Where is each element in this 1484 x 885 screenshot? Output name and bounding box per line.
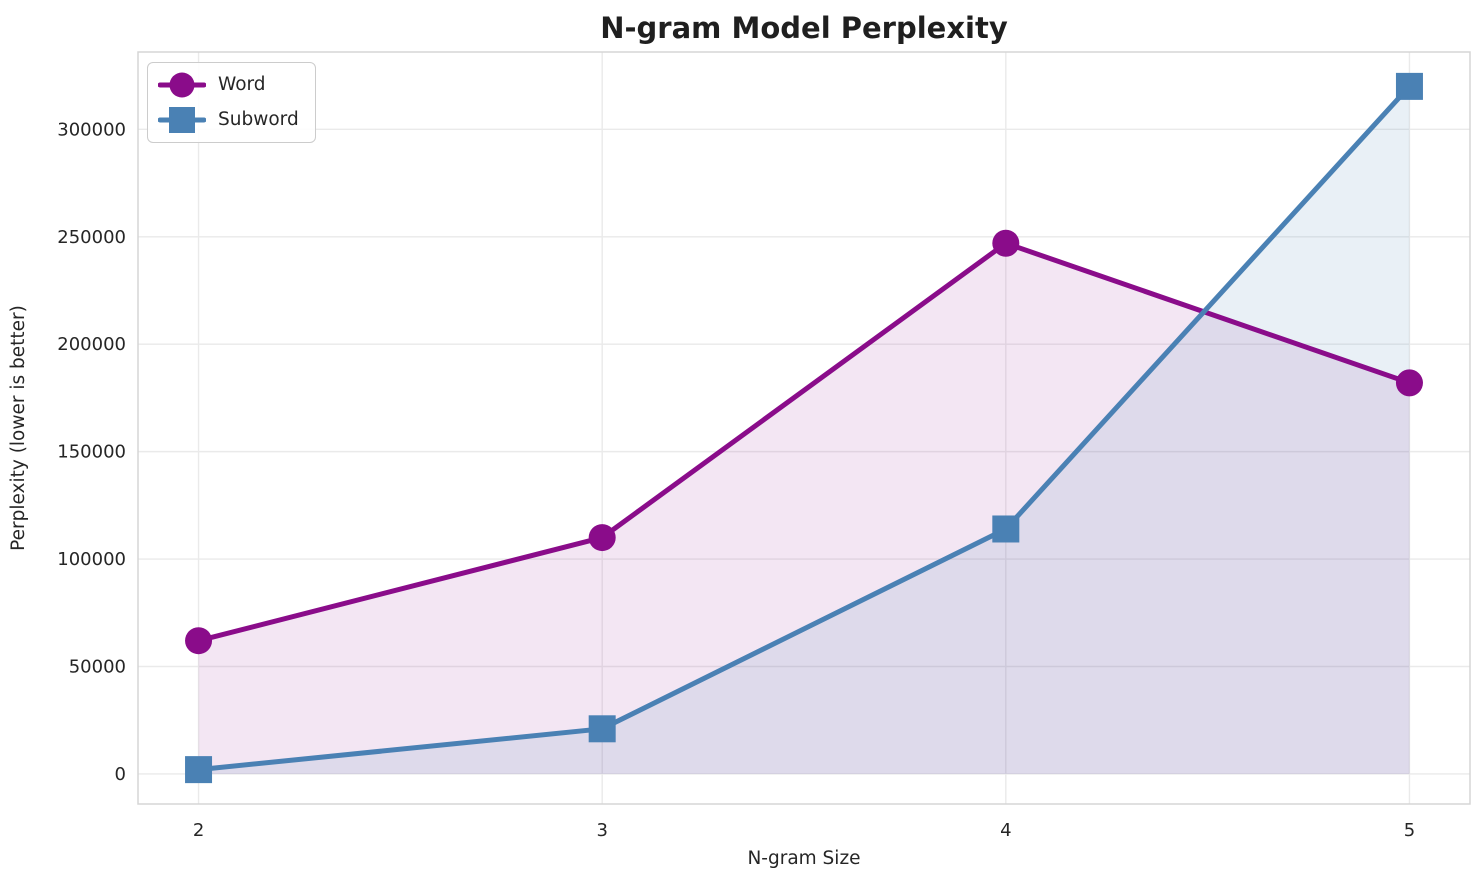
word-legend-marker bbox=[169, 72, 195, 98]
legend-item-word: Word bbox=[158, 71, 299, 99]
subword-point-2 bbox=[185, 756, 213, 784]
legend-label-word: Word bbox=[218, 74, 266, 95]
chart-title: N-gram Model Perplexity bbox=[600, 11, 1008, 45]
y-axis-label: Perplexity (lower is better) bbox=[8, 305, 29, 551]
word-point-2 bbox=[185, 627, 213, 655]
y-tick-label: 200000 bbox=[57, 334, 126, 355]
subword-point-4 bbox=[992, 515, 1020, 543]
legend-item-subword: Subword bbox=[158, 106, 299, 134]
subword-point-5 bbox=[1395, 72, 1423, 100]
word-point-3 bbox=[588, 524, 616, 552]
y-tick-label: 250000 bbox=[57, 227, 126, 248]
subword-line bbox=[196, 83, 1412, 773]
x-tick-label: 5 bbox=[1404, 820, 1415, 841]
word-point-4 bbox=[992, 229, 1020, 257]
word-line-marker-icon bbox=[158, 72, 206, 98]
axes-spines bbox=[137, 51, 1471, 805]
subword-legend-marker bbox=[169, 107, 195, 133]
y-tick-label: 100000 bbox=[57, 549, 126, 570]
legend-label-subword: Subword bbox=[218, 109, 299, 130]
subword-area-fill bbox=[198, 86, 1410, 774]
y-tick-label: 150000 bbox=[57, 442, 126, 463]
x-tick-label: 4 bbox=[1000, 820, 1011, 841]
x-axis-label: N-gram Size bbox=[747, 848, 860, 869]
y-tick-label: 300000 bbox=[57, 119, 126, 140]
legend: Word Subword bbox=[147, 62, 316, 143]
y-tick-label: 0 bbox=[115, 764, 126, 785]
x-tick-label: 3 bbox=[596, 820, 607, 841]
word-line bbox=[196, 240, 1412, 644]
subword-point-3 bbox=[588, 715, 616, 743]
word-point-5 bbox=[1395, 369, 1423, 397]
y-tick-label: 50000 bbox=[69, 656, 126, 677]
x-tick-label: 2 bbox=[193, 820, 204, 841]
subword-line-marker-icon bbox=[158, 107, 206, 133]
word-area-fill bbox=[198, 243, 1410, 774]
plot-area bbox=[138, 52, 1470, 804]
plot-layer: 0 50000 100000 150000 200000 250000 300000 2 3 4 5 bbox=[57, 51, 1471, 841]
